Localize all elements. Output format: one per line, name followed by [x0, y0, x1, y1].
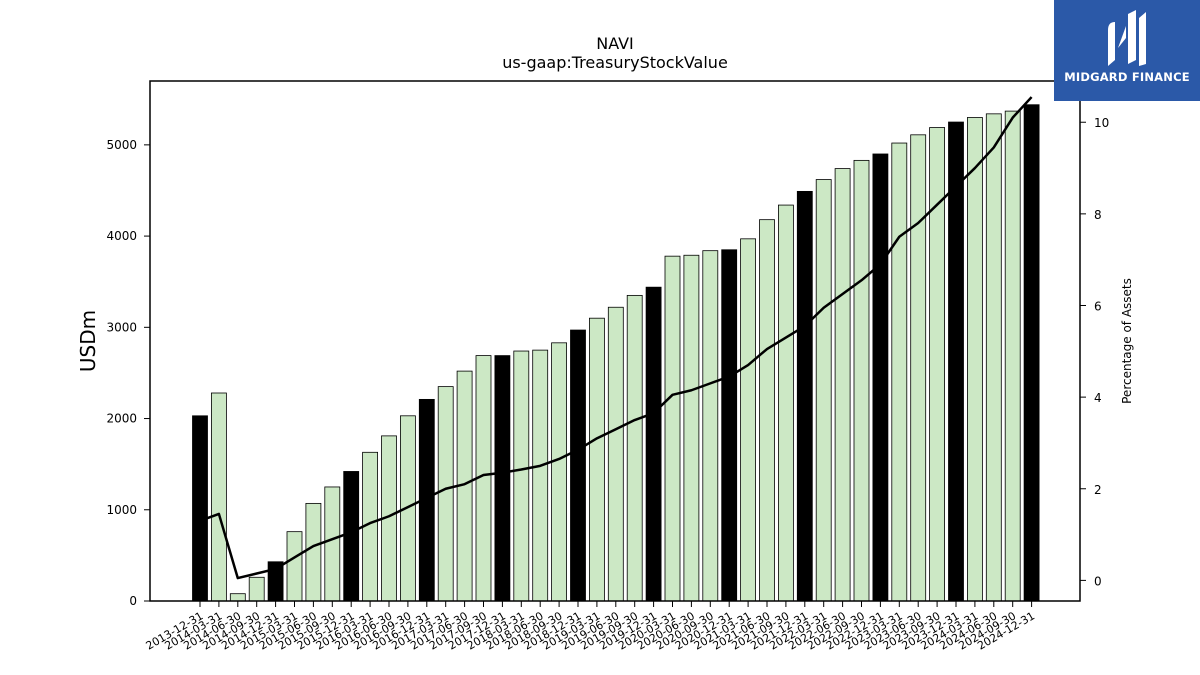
bar-2014-06-30: [229, 593, 246, 602]
y2-tick-label: 6: [1094, 299, 1102, 313]
bar-2022-03-31: [815, 179, 832, 602]
x-axis: 2013-12-312014-03-312014-06-302014-09-30…: [144, 601, 1037, 653]
bar-2021-09-30: [778, 204, 794, 602]
bar-2018-06-30: [532, 349, 549, 602]
chart-subtitle: us-gaap:TreasuryStockValue: [502, 53, 728, 72]
bar-2024-09-30: [1004, 110, 1021, 602]
bar-2020-06-30: [683, 254, 700, 602]
bar-2021-06-30: [759, 219, 775, 602]
bar-2022-12-31: [872, 153, 889, 602]
bar-2019-09-30: [626, 294, 643, 602]
bar-2022-06-30: [834, 168, 851, 602]
bar-2018-03-31: [513, 350, 530, 602]
bar-2020-09-30: [702, 250, 719, 602]
bar-2019-03-31: [589, 317, 605, 602]
bar-2015-09-30: [324, 486, 341, 602]
bar-2023-12-31: [948, 121, 964, 602]
y-tick-label: 4000: [106, 229, 137, 243]
bar-2019-06-30: [607, 306, 624, 602]
percentage-line: [199, 96, 1033, 580]
y2-tick-label: 8: [1094, 208, 1102, 222]
bar-2014-03-31: [210, 392, 227, 602]
bar-2018-09-30: [551, 342, 567, 602]
y2-tick-label: 2: [1094, 483, 1102, 497]
y-tick-label: 2000: [106, 412, 137, 426]
bar-2021-03-31: [740, 238, 756, 602]
chart-title: NAVI: [596, 34, 634, 53]
y2-tick-label: 4: [1094, 391, 1102, 405]
y2-tick-label: 0: [1094, 574, 1102, 588]
y-tick-label: 1000: [106, 503, 137, 517]
bar-2015-06-30: [305, 502, 322, 602]
bar-group: [192, 104, 1040, 602]
bar-2020-12-31: [721, 249, 738, 602]
bar-2022-09-30: [853, 159, 870, 602]
bar-2024-06-30: [985, 113, 1002, 602]
y-tick-label: 0: [129, 594, 137, 608]
bar-2013-12-31: [192, 415, 208, 602]
bar-2020-03-31: [664, 255, 681, 602]
bar-2017-12-31: [494, 355, 511, 602]
bar-2014-09-30: [248, 576, 265, 602]
y-axis-right: 0 2 4 6 8 10: [1080, 116, 1109, 588]
y-tick-label: 5000: [106, 138, 137, 152]
y2-tick-label: 10: [1094, 116, 1109, 130]
y-axis-label: USDm: [76, 310, 100, 372]
y-axis-left: 0 1000 2000 3000 4000 5000: [106, 138, 150, 608]
bar-2023-03-31: [891, 142, 908, 602]
bar-2024-03-31: [967, 117, 983, 602]
bar-2023-06-30: [910, 134, 927, 602]
bar-2017-03-31: [437, 386, 454, 602]
midgard-logo-icon: [1108, 10, 1146, 66]
bar-2021-12-31: [796, 190, 813, 602]
bar-2015-03-31: [286, 531, 303, 602]
bar-2024-12-31: [1023, 104, 1040, 602]
brand-logo-text: MIDGARD FINANCE: [1064, 70, 1190, 84]
plot-frame: [149, 80, 1081, 602]
y-tick-label: 3000: [106, 320, 137, 334]
y2-axis-label: Percentage of Assets: [1120, 278, 1134, 404]
brand-logo: MIDGARD FINANCE: [1054, 0, 1200, 101]
bar-2015-12-31: [343, 471, 360, 602]
bar-2018-12-31: [570, 329, 586, 602]
bar-2019-12-31: [645, 286, 662, 602]
